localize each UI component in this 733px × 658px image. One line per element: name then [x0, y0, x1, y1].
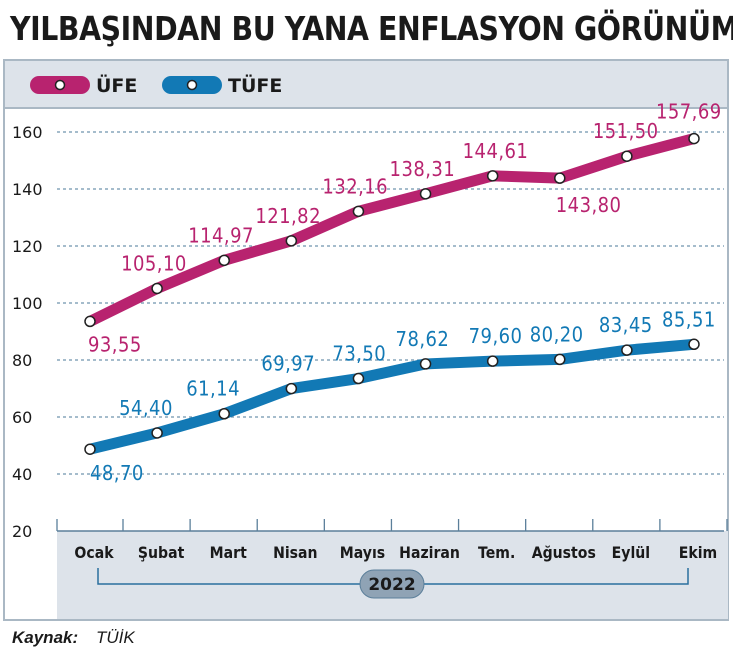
- data-label-tufe: 54,40: [119, 397, 173, 420]
- data-point-ufe: [352, 205, 365, 218]
- y-tick-label: 60: [12, 408, 32, 427]
- source-label: Kaynak:: [12, 628, 78, 647]
- data-label-ufe: 132,16: [322, 175, 388, 198]
- data-point-tufe: [554, 353, 566, 366]
- data-point-tufe: [486, 355, 499, 367]
- data-label-ufe: 151,50: [593, 120, 659, 143]
- x-tick-label: Şubat: [138, 543, 184, 562]
- x-tick-label: Mart: [210, 543, 247, 562]
- data-label-tufe: 61,14: [186, 378, 240, 401]
- y-tick-label: 140: [12, 180, 43, 199]
- data-point-ufe: [84, 315, 96, 328]
- series-line-tufe: [84, 338, 700, 455]
- data-label-tufe: 48,70: [90, 462, 144, 485]
- legend-panel: [3, 59, 729, 109]
- data-label-tufe: 85,51: [662, 308, 716, 331]
- x-tick-label: Ekim: [679, 543, 717, 562]
- source-value: TÜİK: [96, 628, 135, 647]
- data-label-ufe: 114,97: [188, 224, 254, 247]
- data-point-tufe: [621, 344, 633, 356]
- data-point-tufe: [352, 372, 365, 385]
- x-tick-label: Tem.: [478, 543, 515, 562]
- data-label-tufe: 69,97: [261, 353, 315, 376]
- y-tick-label: 80: [12, 351, 32, 370]
- data-point-tufe: [419, 358, 432, 370]
- x-tick-label: Nisan: [273, 543, 317, 562]
- data-point-tufe: [84, 443, 96, 455]
- data-point-ufe: [218, 254, 230, 267]
- data-point-ufe: [419, 188, 432, 200]
- chart-title: YILBAŞINDAN BU YANA ENFLASYON GÖRÜNÜMÜ: [10, 9, 733, 48]
- y-tick-label: 100: [12, 294, 43, 313]
- data-label-ufe: 143,80: [556, 194, 622, 217]
- data-label-ufe: 93,55: [88, 334, 142, 357]
- data-label-ufe: 105,10: [121, 253, 187, 276]
- x-tick-label: Haziran: [399, 543, 460, 562]
- data-point-tufe: [285, 382, 298, 395]
- data-label-tufe: 83,45: [599, 314, 653, 337]
- series-line-ufe: [84, 133, 700, 327]
- data-label-ufe: 121,82: [255, 205, 321, 228]
- x-tick-label: Ocak: [74, 543, 114, 562]
- y-tick-label: 40: [12, 465, 32, 484]
- y-tick-label: 120: [12, 237, 43, 256]
- legend-label-tufe: TÜFE: [228, 73, 282, 97]
- data-point-ufe: [151, 282, 163, 295]
- year-badge: [359, 569, 425, 599]
- x-tick-label: Mayıs: [340, 543, 385, 562]
- legend-marker-ufe: [54, 79, 66, 91]
- year-label: 2022: [368, 575, 415, 595]
- data-label-tufe: 73,50: [332, 343, 386, 366]
- y-tick-label: 20: [12, 522, 32, 541]
- data-label-ufe: 138,31: [390, 158, 456, 181]
- data-point-tufe: [218, 408, 230, 420]
- data-point-ufe: [486, 170, 499, 182]
- data-point-tufe: [151, 427, 163, 439]
- data-point-ufe: [688, 132, 700, 145]
- data-label-tufe: 78,62: [396, 328, 450, 351]
- y-tick-label: 160: [12, 123, 43, 142]
- data-point-ufe: [621, 150, 633, 162]
- data-point-tufe: [688, 338, 700, 351]
- data-label-tufe: 80,20: [530, 324, 584, 347]
- legend-marker-tufe: [186, 79, 198, 91]
- data-point-ufe: [285, 235, 298, 247]
- data-label-ufe: 144,61: [463, 140, 529, 163]
- data-point-ufe: [554, 172, 566, 184]
- data-label-tufe: 79,60: [469, 325, 523, 348]
- x-tick-label: Ağustos: [532, 543, 596, 562]
- legend-label-ufe: ÜFE: [96, 73, 137, 97]
- data-label-ufe: 157,69: [656, 101, 722, 124]
- x-tick-label: Eylül: [612, 543, 650, 562]
